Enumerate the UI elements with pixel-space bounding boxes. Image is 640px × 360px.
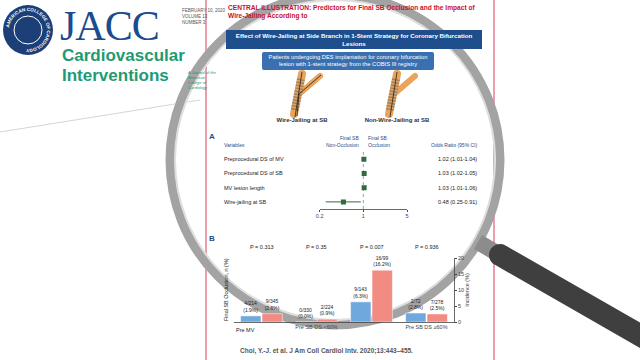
- svg-text:Wire-jailing at SB: Wire-jailing at SB: [224, 199, 267, 205]
- svg-text:15: 15: [458, 271, 464, 277]
- html-text:JACC: JACC: [60, 3, 159, 49]
- svg-text:0: 0: [458, 319, 461, 325]
- svg-text:1.03 (1.02-1.05): 1.03 (1.02-1.05): [438, 170, 477, 176]
- html-text:A: A: [209, 132, 215, 141]
- svg-text:1.03 (1.01-1.06): 1.03 (1.01-1.06): [438, 185, 477, 191]
- svg-text:9/143(6.3%): 9/143(6.3%): [353, 286, 368, 299]
- svg-text:MV lesion length: MV lesion length: [224, 185, 265, 191]
- svg-text:5: 5: [458, 303, 461, 309]
- svg-text:10: 10: [458, 287, 464, 293]
- html-text:Cardiovascular Interventions: Cardiovascular Interventions: [62, 46, 185, 85]
- html-text:FEBRUARY 10, 2020 VOLUME 13 NU: FEBRUARY 10, 2020 VOLUME 13 NUMBER 3: [182, 8, 226, 25]
- svg-text:2/224(0.9%): 2/224(0.9%): [320, 304, 335, 317]
- svg-text:AMERICAN COLLEGE OF CARDIOLOGY: AMERICAN COLLEGE OF CARDIOLOGY: [5, 7, 51, 53]
- svg-text:Preprocedural DS of MV: Preprocedural DS of MV: [224, 156, 284, 162]
- svg-text:Pre SB DS <60%: Pre SB DS <60%: [295, 324, 337, 330]
- svg-text:Pre MV: Pre MV: [236, 327, 255, 333]
- html-text:Non-Wire-Jailing at SB: Non-Wire-Jailing at SB: [364, 117, 430, 123]
- svg-text:P = 0.936: P = 0.936: [415, 244, 439, 250]
- svg-text:Preprocedural DS of SB: Preprocedural DS of SB: [224, 170, 283, 176]
- html-text:CENTRAL ILLUSTRATION: Predicto: CENTRAL ILLUSTRATION: Predictors for Fin…: [228, 4, 475, 19]
- svg-text:Variables: Variables: [224, 142, 245, 148]
- svg-text:5: 5: [406, 213, 409, 219]
- svg-text:16/99(16.2%): 16/99(16.2%): [373, 255, 391, 268]
- html-text:Effect of Wire-Jailing at Side: Effect of Wire-Jailing at Side Branch in…: [235, 32, 473, 47]
- svg-text:Odds Ratio (95% CI): Odds Ratio (95% CI): [431, 142, 477, 148]
- svg-text:Pre SB DS ≥60%: Pre SB DS ≥60%: [405, 324, 447, 330]
- svg-text:7/278(2.5%): 7/278(2.5%): [430, 299, 445, 312]
- svg-text:Final SBNon-Occlusion: Final SBNon-Occlusion: [326, 135, 359, 148]
- html-text:Patients undergoing DES implan: Patients undergoing DES implantation for…: [268, 54, 428, 67]
- svg-text:2/72(2.8%): 2/72(2.8%): [408, 298, 423, 311]
- svg-text:P = 0.35: P = 0.35: [306, 244, 327, 250]
- svg-text:Final SBOcclusion: Final SBOcclusion: [368, 135, 390, 148]
- svg-text:1.02 (1.01-1.04): 1.02 (1.01-1.04): [438, 156, 477, 162]
- html-text:Choi, Y.-J. et al. J Am Coll C: Choi, Y.-J. et al. J Am Coll Cardiol Int…: [240, 347, 413, 354]
- svg-text:P = 0.313: P = 0.313: [250, 244, 274, 250]
- svg-text:20: 20: [458, 255, 464, 261]
- svg-text:P = 0.007: P = 0.007: [360, 244, 384, 250]
- html-text:B: B: [209, 234, 215, 243]
- html-text:A Journal of the American Coll: A Journal of the American College of Car…: [188, 70, 216, 90]
- svg-text:0.48 (0.25-0.91): 0.48 (0.25-0.91): [438, 199, 477, 205]
- svg-text:0/330(0.0%): 0/330(0.0%): [298, 307, 313, 320]
- svg-text:9/345(2.6%): 9/345(2.6%): [265, 298, 280, 311]
- html-text:Wire-Jailing at SB: Wire-Jailing at SB: [276, 117, 328, 123]
- svg-text:4/214(1.9%): 4/214(1.9%): [243, 300, 258, 313]
- svg-text:0.2: 0.2: [316, 213, 324, 219]
- svg-text:Incidence (%): Incidence (%): [464, 273, 470, 307]
- svg-text:Final SB Occlusion, n (%): Final SB Occlusion, n (%): [223, 258, 229, 321]
- svg-text:1: 1: [362, 213, 365, 219]
